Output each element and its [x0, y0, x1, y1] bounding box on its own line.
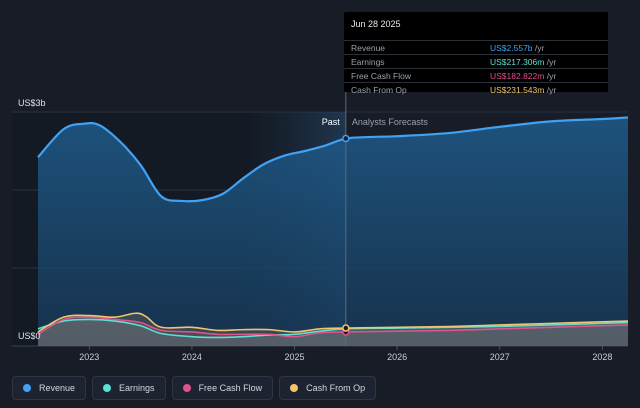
revenue-marker	[342, 134, 350, 143]
legend-dot	[23, 384, 31, 392]
revenue-area	[38, 117, 628, 347]
free-cash-flow-line	[37, 316, 629, 338]
x-tick-label: 2023	[79, 352, 99, 362]
legend-item-earnings[interactable]: Earnings	[92, 376, 166, 400]
cash-from-op-marker	[342, 324, 350, 332]
legend-item-revenue[interactable]: Revenue	[12, 376, 87, 400]
tooltip-row-cash-from-op: Cash From Op US$231.543m /yr	[344, 82, 608, 95]
y-axis-bottom-label: US$0	[18, 331, 41, 341]
legend-label: Free Cash Flow	[198, 383, 263, 393]
tooltip-label: Revenue	[351, 43, 386, 53]
legend-label: Cash From Op	[306, 383, 366, 393]
tooltip-value: US$231.543m /yr	[490, 85, 557, 95]
x-tick-label: 2028	[592, 352, 612, 362]
cash-from-op-line	[37, 312, 629, 333]
tooltip-label: Earnings	[351, 57, 385, 67]
tooltip: Jun 28 2025 Revenue US$2.557b /yr Earnin…	[344, 12, 608, 95]
legend-item-free-cash-flow[interactable]: Free Cash Flow	[171, 376, 274, 400]
legend-label: Revenue	[39, 383, 76, 393]
tooltip-label: Cash From Op	[351, 85, 407, 95]
tooltip-value: US$217.306m /yr	[490, 57, 557, 67]
tooltip-value: US$2.557b /yr	[490, 43, 545, 53]
x-tick-label: 2025	[285, 352, 305, 362]
tooltip-date: Jun 28 2025	[351, 19, 401, 29]
tooltip-label: Free Cash Flow	[351, 71, 411, 81]
y-axis-top-label: US$3b	[18, 98, 46, 108]
legend: Revenue Earnings Free Cash Flow Cash Fro…	[12, 376, 377, 400]
tooltip-row-free-cash-flow: Free Cash Flow US$182.822m /yr	[344, 68, 608, 83]
tooltip-row-earnings: Earnings US$217.306m /yr	[344, 54, 608, 69]
forecast-label: Analysts Forecasts	[352, 117, 429, 127]
tooltip-value: US$182.822m /yr	[490, 71, 557, 81]
x-tick-label: 2026	[387, 352, 407, 362]
x-tick-label: 2027	[490, 352, 510, 362]
legend-dot	[103, 384, 112, 392]
legend-dot	[182, 384, 191, 392]
free-cash-flow-area	[38, 317, 628, 346]
past-label: Past	[322, 117, 341, 127]
x-tick-label: 2024	[182, 352, 202, 362]
legend-dot	[290, 384, 299, 392]
legend-label: Earnings	[119, 383, 155, 393]
tooltip-row-revenue: Revenue US$2.557b /yr	[344, 40, 608, 55]
revenue-line	[37, 116, 629, 203]
legend-item-cash-from-op[interactable]: Cash From Op	[279, 376, 377, 400]
